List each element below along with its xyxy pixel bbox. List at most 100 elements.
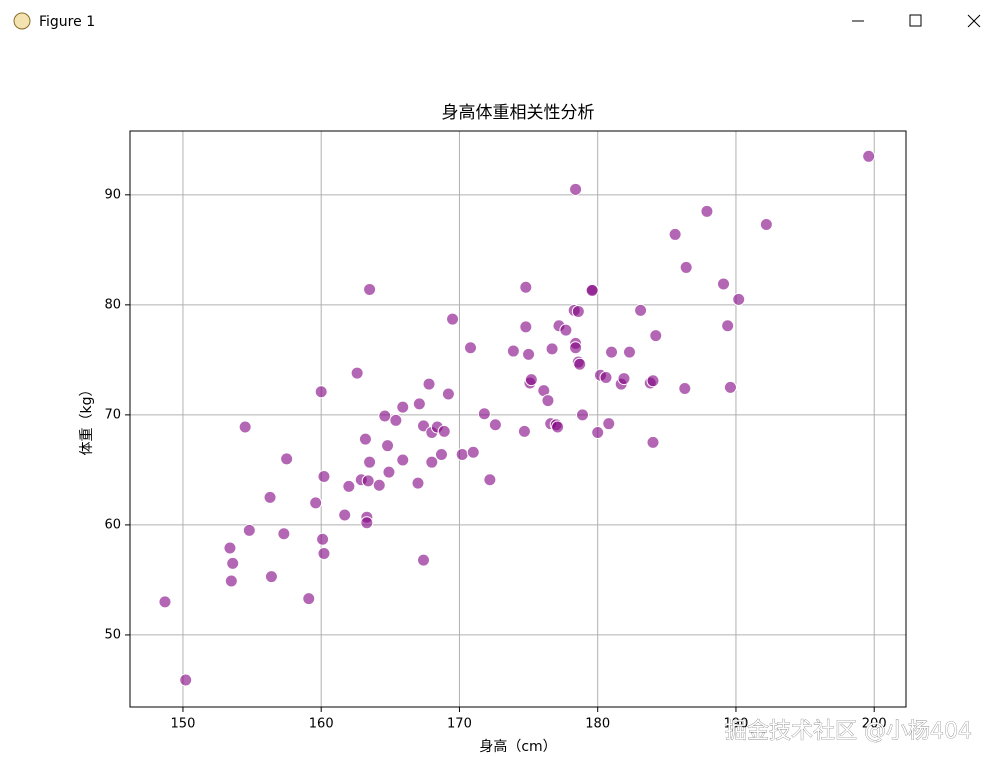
scatter-point [488, 418, 502, 432]
scatter-point [309, 496, 323, 510]
scatter-point [622, 345, 636, 359]
x-tick-label: 190 [724, 717, 749, 732]
scatter-point [668, 227, 682, 241]
scatter-point [363, 455, 377, 469]
scatter-point [649, 329, 663, 343]
scatter-point [434, 447, 448, 461]
scatter-point [316, 532, 330, 546]
scatter-point [412, 397, 426, 411]
scatter-point [358, 432, 372, 446]
y-tick-label: 80 [104, 297, 121, 312]
y-tick-label: 50 [104, 627, 121, 642]
scatter-point [506, 344, 520, 358]
scatter-point [317, 469, 331, 483]
scatter-point [723, 380, 737, 394]
x-axis-label: 身高（cm） [479, 738, 556, 755]
scatter-point [569, 182, 583, 196]
scatter-point [678, 381, 692, 395]
axes-frame [129, 130, 907, 708]
scatter-point [575, 408, 589, 422]
scatter-point [238, 420, 252, 434]
scatter-point [342, 479, 356, 493]
x-tick-label: 200 [862, 717, 887, 732]
scatter-point [455, 447, 469, 461]
scatter-point [396, 400, 410, 414]
scatter-point [302, 592, 316, 606]
scatter-point [519, 280, 533, 294]
scatter-point [522, 347, 536, 361]
scatter-point [732, 292, 746, 306]
scatter-point [277, 527, 291, 541]
x-tick-label: 180 [585, 717, 610, 732]
scatter-point [569, 341, 583, 355]
y-tick-label: 60 [104, 517, 121, 532]
scatter-point [466, 445, 480, 459]
scatter-point [602, 417, 616, 431]
scatter-point [646, 435, 660, 449]
scatter-point [378, 409, 392, 423]
close-button[interactable] [967, 14, 981, 28]
scatter-point [573, 357, 587, 371]
y-tick-label: 90 [104, 187, 121, 202]
scatter-point [314, 385, 328, 399]
watermark: 掘金技术社区 @小杨404 [725, 719, 972, 744]
scatter-point [646, 374, 660, 388]
scatter-point [417, 553, 431, 567]
scatter-point [422, 377, 436, 391]
y-axis-label: 体重（kg） [79, 383, 95, 456]
scatter-point [264, 570, 278, 584]
scatter-point [223, 541, 237, 555]
scatter-point [541, 394, 555, 408]
scatter-point [350, 366, 364, 380]
scatter-point [477, 407, 491, 421]
scatter-point [599, 370, 613, 384]
scatter-point [338, 508, 352, 522]
scatter-point [224, 574, 238, 588]
scatter-point [717, 277, 731, 291]
y-tick-label: 70 [104, 407, 121, 422]
scatter-point [361, 474, 375, 488]
scatter-point [360, 516, 374, 530]
scatter-point [700, 204, 714, 218]
scatter-point [441, 387, 455, 401]
scatter-point [862, 149, 876, 163]
scatter-point [524, 373, 538, 387]
scatter-point [605, 345, 619, 359]
scatter-point [372, 478, 386, 492]
scatter-point [446, 312, 460, 326]
scatter-point [559, 323, 573, 337]
scatter-point [381, 439, 395, 453]
scatter-point [317, 547, 331, 561]
scatter-point [425, 455, 439, 469]
scatter-point [517, 424, 531, 438]
scatter-point [679, 260, 693, 274]
plot-area: 150 160 170 180 190 200 50 60 70 80 90 [104, 131, 906, 732]
scatter-point [591, 425, 605, 439]
scatter-point [617, 372, 631, 386]
scatter-point [519, 320, 533, 334]
scatter-point [382, 465, 396, 479]
scatter-point [545, 342, 559, 356]
scatter-point [363, 282, 377, 296]
scatter-point [585, 284, 599, 298]
chart-title: 身高体重相关性分析 [442, 103, 595, 123]
scatter-point [389, 413, 403, 427]
scatter-point [437, 424, 451, 438]
x-tick-label: 150 [171, 717, 196, 732]
scatter-point [411, 476, 425, 490]
scatter-point [179, 673, 193, 687]
app-icon [13, 12, 31, 30]
scatter-point [721, 319, 735, 333]
maximize-button[interactable] [909, 14, 922, 27]
scatter-point [226, 556, 240, 570]
scatter-point [396, 453, 410, 467]
scatter-point [571, 304, 585, 318]
title-bar: Figure 1 [13, 12, 981, 30]
scatter-point [242, 523, 256, 537]
scatter-point [634, 303, 648, 317]
scatter-point [158, 595, 172, 609]
scatter-point [464, 341, 478, 355]
